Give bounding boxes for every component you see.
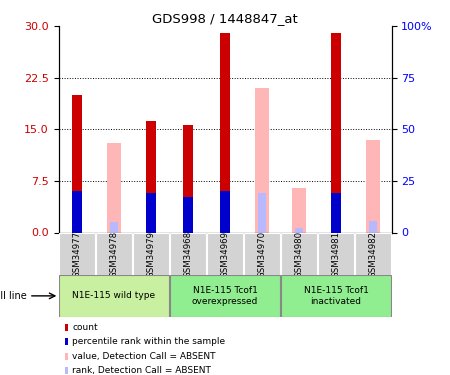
Bar [110,222,118,232]
Text: GSM34981: GSM34981 [332,231,341,278]
Text: N1E-115 Tcof1
inactivated: N1E-115 Tcof1 inactivated [304,286,369,306]
Bar [170,275,280,317]
Bar [255,88,269,232]
Bar [220,191,230,232]
Bar [369,221,377,232]
Bar [183,197,193,232]
Text: percentile rank within the sample: percentile rank within the sample [72,338,225,346]
Bar [244,232,280,276]
Bar [146,121,156,232]
Bar [65,368,68,374]
Bar [72,95,82,232]
Text: count: count [72,323,98,332]
Bar [292,188,306,232]
Text: GSM34980: GSM34980 [294,231,303,278]
Bar [65,338,68,345]
Bar [355,232,391,276]
Bar [72,191,82,232]
Bar [366,140,380,232]
Bar [133,232,169,276]
Bar [281,232,317,276]
Bar [220,33,230,232]
Text: GSM34968: GSM34968 [184,231,193,278]
Bar [65,353,68,360]
Bar [318,232,354,276]
Bar [207,232,243,276]
Bar [281,275,391,317]
Text: GSM34978: GSM34978 [109,231,118,278]
Bar [96,232,132,276]
Bar [295,228,303,232]
Bar [258,194,265,232]
Bar [331,194,341,232]
Text: GSM34969: GSM34969 [220,231,230,278]
Bar [59,275,169,317]
Bar [331,33,341,232]
Text: N1E-115 Tcof1
overexpressed: N1E-115 Tcof1 overexpressed [192,286,258,306]
Bar [170,232,206,276]
Title: GDS998 / 1448847_at: GDS998 / 1448847_at [152,12,298,25]
Bar [183,125,193,232]
Text: rank, Detection Call = ABSENT: rank, Detection Call = ABSENT [72,366,211,375]
Text: value, Detection Call = ABSENT: value, Detection Call = ABSENT [72,352,216,361]
Text: GSM34970: GSM34970 [257,231,266,278]
Bar [59,232,95,276]
Bar [107,143,121,232]
Text: GSM34979: GSM34979 [147,231,156,278]
Text: N1E-115 wild type: N1E-115 wild type [72,291,156,300]
Bar [146,194,156,232]
Text: GSM34977: GSM34977 [72,231,81,278]
Text: cell line: cell line [0,291,27,301]
Bar [65,324,68,331]
Text: GSM34982: GSM34982 [369,231,378,278]
